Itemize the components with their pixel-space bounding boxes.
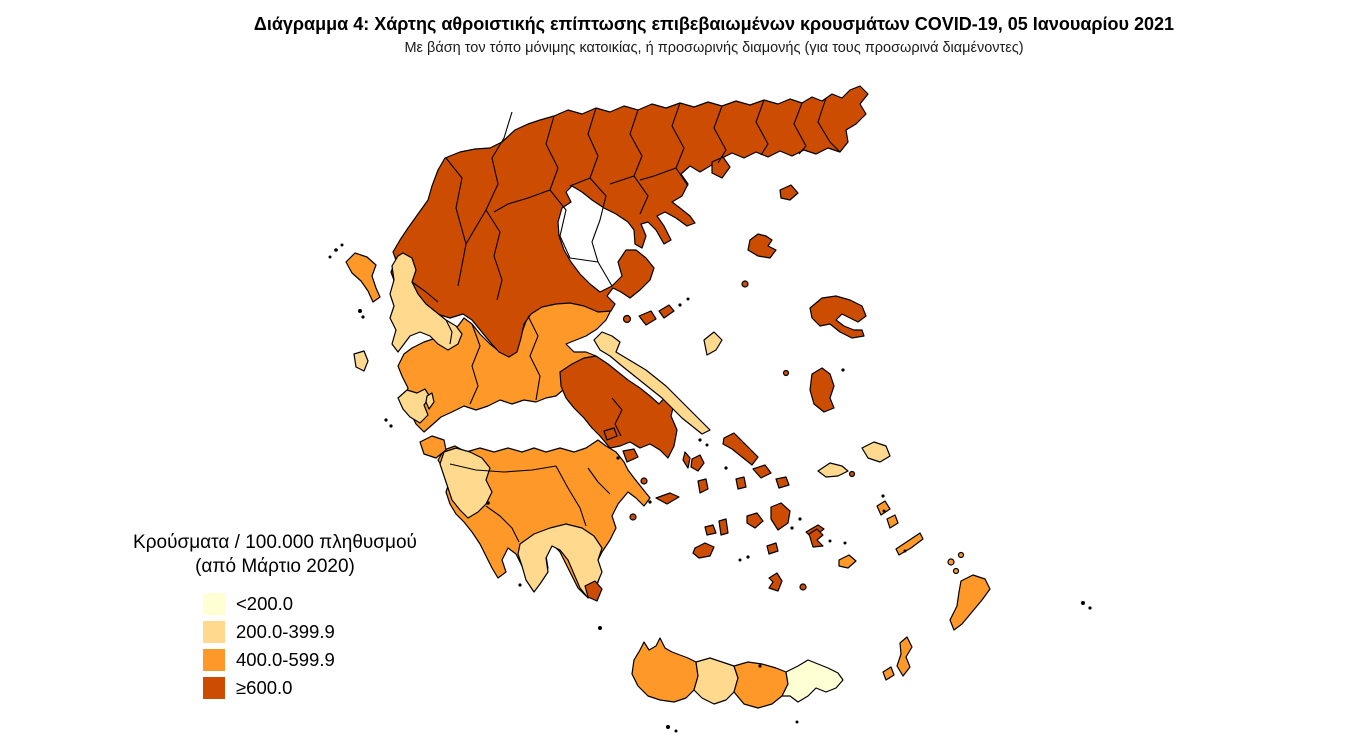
region-evia	[593, 331, 711, 435]
region-syros	[735, 476, 747, 490]
figure-title: Διάγραμμα 4: Χάρτης αθροιστικής επίπτωση…	[253, 14, 1175, 34]
region-limnos	[747, 233, 777, 259]
region-hydra	[655, 492, 680, 505]
region-nisyros	[947, 558, 955, 566]
legend-title-line2: (από Μάρτιο 2020)	[195, 556, 355, 577]
region-santorini	[768, 572, 783, 592]
legend-label-lt200: <200.0	[236, 593, 294, 614]
region-agios-efstratios	[741, 280, 749, 288]
region-lefkada	[353, 350, 369, 372]
region-thasos	[711, 156, 731, 179]
region-tilos	[952, 567, 960, 575]
region-northern-greece	[390, 85, 869, 358]
region-kasos	[882, 666, 895, 681]
region-symi	[957, 551, 965, 559]
region-kea	[690, 454, 705, 472]
region-mykonos	[775, 476, 790, 489]
legend-item-200-399: 200.0-399.9	[115, 618, 435, 646]
region-ithaca	[425, 392, 435, 410]
region-lesbos	[809, 295, 867, 339]
region-samos	[861, 441, 891, 463]
region-salamina	[603, 427, 618, 441]
region-kythnos	[697, 478, 709, 494]
legend-label-ge600: ≥600.0	[236, 677, 293, 698]
region-kythira	[584, 580, 603, 602]
region-andros	[722, 432, 759, 466]
legend-label-200-399: 200.0-399.9	[236, 621, 335, 642]
region-boeotia-attica	[559, 355, 678, 459]
legend-item-400-599: 400.0-599.9	[115, 646, 435, 674]
legend-item-lt200: <200.0	[115, 590, 435, 618]
region-serifos	[704, 524, 717, 536]
region-psara	[782, 369, 790, 377]
region-makronisos	[682, 451, 691, 469]
region-kalymnos	[838, 554, 857, 569]
legend-swatch-ge600	[203, 677, 225, 699]
region-karpathos	[896, 636, 913, 677]
legend-label-400-599: 400.0-599.9	[236, 649, 335, 670]
map-legend: Κρούσματα / 100.000 πληθυσμού (από Μάρτι…	[115, 531, 435, 702]
region-fourni	[848, 470, 856, 478]
region-paros	[746, 512, 764, 529]
region-aegina	[622, 448, 639, 463]
region-ikaria	[817, 462, 849, 478]
region-skopelos	[638, 310, 657, 326]
legend-item-ge600: ≥600.0	[115, 674, 435, 702]
region-crete-lasithi	[781, 659, 844, 703]
region-kos	[895, 532, 924, 556]
region-crete-rethymno	[693, 657, 739, 705]
region-elis	[439, 447, 493, 519]
region-anafi	[799, 583, 807, 591]
region-astypalaia	[808, 528, 824, 548]
figure-header: Διάγραμμα 4: Χάρτης αθροιστικής επίπτωση…	[58, 14, 1370, 56]
legend-swatch-lt200	[203, 593, 225, 615]
region-spetses	[629, 513, 637, 521]
region-leros	[886, 514, 899, 529]
region-patmos	[876, 500, 891, 516]
region-sifnos	[718, 518, 729, 536]
region-poros	[640, 477, 648, 485]
region-kefalonia	[397, 388, 431, 424]
region-ios	[766, 542, 779, 555]
region-borders	[411, 97, 841, 543]
region-crete-chania	[631, 637, 699, 703]
region-chios	[809, 367, 835, 413]
region-crete-heraklion	[733, 661, 789, 709]
region-zakynthos	[419, 435, 447, 459]
region-corfu	[345, 252, 381, 303]
region-rhodes	[949, 574, 991, 631]
region-alonnisos	[658, 304, 675, 319]
region-laconia	[517, 523, 603, 599]
figure-subtitle: Με βάση τον τόπο μόνιμης κατοικίας, ή πρ…	[404, 40, 1024, 56]
region-epirus-coast	[389, 252, 463, 353]
region-samothrace	[779, 184, 799, 201]
small-islets	[328, 243, 1092, 733]
region-naxos	[770, 502, 791, 531]
region-skyros	[703, 331, 723, 356]
legend-title-line1: Κρούσματα / 100.000 πληθυσμού	[133, 532, 417, 553]
region-tinos	[752, 464, 772, 479]
region-skiathos	[622, 314, 632, 324]
region-milos	[692, 542, 715, 559]
legend-rows: <200.0 200.0-399.9 400.0-599.9 ≥600.0	[115, 590, 435, 702]
legend-swatch-200-399	[203, 621, 225, 643]
legend-swatch-400-599	[203, 649, 225, 671]
